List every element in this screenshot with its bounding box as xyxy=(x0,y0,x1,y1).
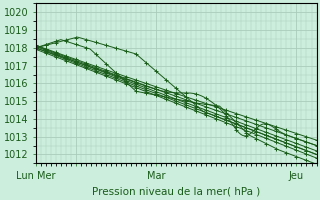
X-axis label: Pression niveau de la mer( hPa ): Pression niveau de la mer( hPa ) xyxy=(92,187,260,197)
